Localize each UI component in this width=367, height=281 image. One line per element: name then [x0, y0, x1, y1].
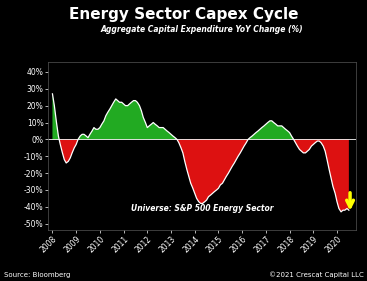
- Text: Energy Sector Capex Cycle: Energy Sector Capex Cycle: [69, 7, 298, 22]
- Text: Universe: S&P 500 Energy Sector: Universe: S&P 500 Energy Sector: [131, 204, 273, 213]
- Text: ©2021 Crescat Capital LLC: ©2021 Crescat Capital LLC: [269, 271, 363, 278]
- Text: Source: Bloomberg: Source: Bloomberg: [4, 272, 70, 278]
- Text: Aggregate Capital Expenditure YoY Change (%): Aggregate Capital Expenditure YoY Change…: [101, 25, 303, 34]
